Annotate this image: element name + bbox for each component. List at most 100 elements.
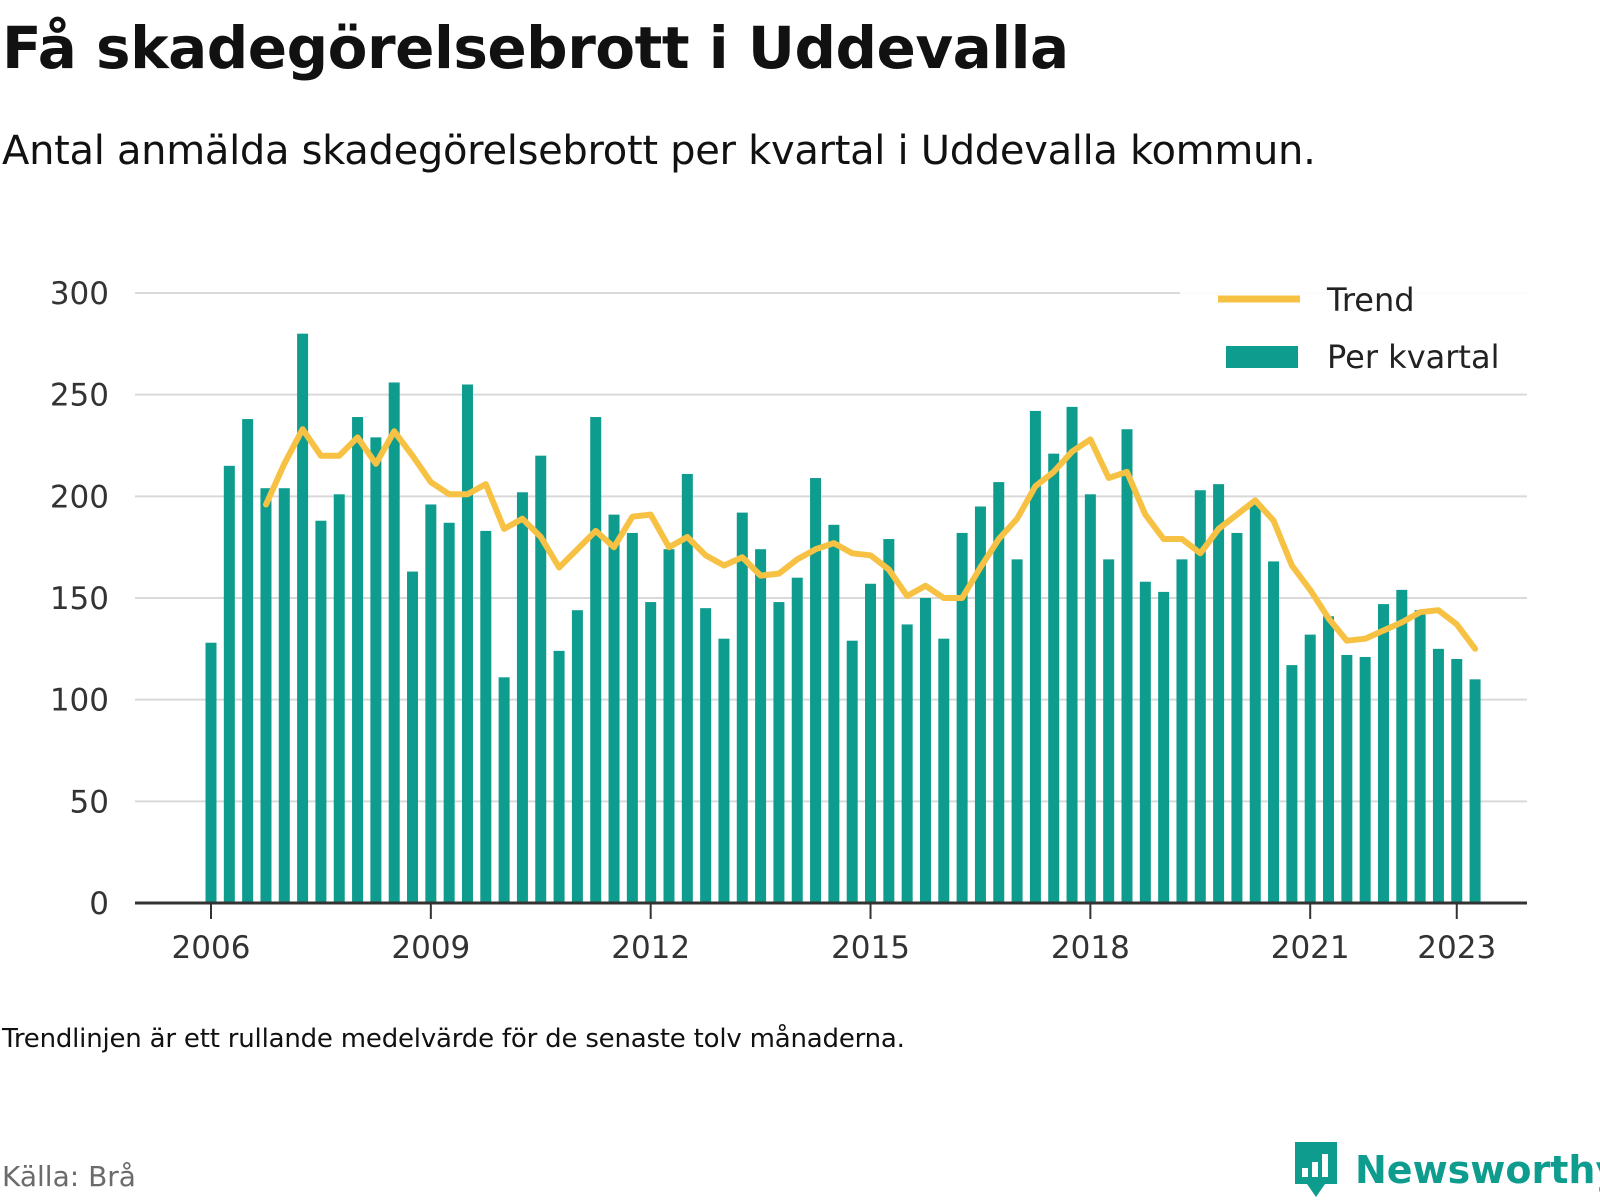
bar — [1121, 429, 1133, 903]
bar — [425, 504, 437, 903]
bar — [315, 520, 327, 903]
legend-bar-label: Per kvartal — [1327, 338, 1499, 376]
bar — [461, 384, 473, 903]
bar — [553, 650, 565, 903]
bar — [1377, 604, 1389, 903]
bar — [700, 608, 712, 903]
x-tick-label: 2015 — [831, 930, 910, 966]
x-tick-label: 2006 — [172, 930, 251, 966]
bar — [846, 640, 858, 903]
bar — [1176, 559, 1188, 903]
bar — [938, 638, 950, 903]
bar — [755, 549, 767, 903]
y-tick-label: 50 — [70, 784, 109, 820]
bar-series — [205, 333, 1481, 904]
bar — [205, 642, 217, 903]
bar — [242, 419, 254, 903]
bar — [645, 602, 657, 903]
bar — [1084, 494, 1096, 903]
bar — [810, 478, 822, 903]
y-tick-label: 300 — [50, 276, 109, 312]
source-note: Källa: Brå — [2, 1160, 136, 1193]
y-tick-label: 200 — [50, 479, 109, 515]
bar — [333, 494, 345, 903]
bar — [1011, 559, 1023, 903]
x-axis-ticks: 2006 2009 2012 2015 2018 2021 2023 — [172, 903, 1496, 966]
chart-subtitle: Antal anmälda skadegörelsebrott per kvar… — [2, 128, 1316, 174]
bar — [571, 610, 583, 903]
bar — [901, 624, 913, 903]
bar — [681, 473, 693, 903]
bar — [370, 437, 382, 903]
bar — [993, 482, 1005, 903]
bar — [407, 571, 419, 903]
x-tick-label: 2012 — [611, 930, 690, 966]
bar — [260, 488, 272, 903]
bar — [663, 549, 675, 903]
bar — [718, 638, 730, 903]
bar — [1451, 659, 1463, 903]
bar — [865, 583, 877, 903]
bar — [297, 333, 309, 904]
bar — [1469, 679, 1481, 903]
brand-logo: Newsworthy — [1291, 1140, 1600, 1200]
bar — [388, 382, 400, 903]
bar — [1194, 490, 1206, 903]
bar — [919, 598, 931, 903]
bar — [1139, 581, 1151, 903]
footnote: Trendlinjen är ett rullande medelvärde f… — [2, 1024, 905, 1054]
bar — [1396, 589, 1408, 903]
legend-background — [1180, 270, 1530, 392]
bar — [1029, 410, 1041, 903]
x-tick-label: 2009 — [391, 930, 470, 966]
bar — [1213, 484, 1225, 903]
chart-title: Få skadegörelsebrott i Uddevalla — [2, 14, 1069, 82]
bar — [498, 677, 510, 903]
bar — [974, 506, 986, 903]
bar — [516, 492, 528, 903]
bar — [828, 524, 840, 903]
bar — [223, 465, 235, 903]
bar — [608, 514, 620, 903]
bar — [1414, 610, 1426, 903]
y-tick-label: 250 — [50, 378, 109, 414]
y-axis-labels: 0 50 100 150 200 250 300 — [50, 276, 109, 922]
bar — [1103, 559, 1115, 903]
bar — [535, 455, 547, 903]
bar — [1432, 648, 1444, 903]
bar — [590, 417, 602, 903]
bar — [883, 539, 895, 903]
legend-trend-label: Trend — [1326, 281, 1415, 319]
bar — [443, 522, 455, 903]
bar — [1231, 532, 1243, 903]
y-tick-label: 100 — [50, 683, 109, 719]
bar — [1286, 665, 1298, 903]
newsworthy-logo-icon — [1295, 1142, 1337, 1197]
bar — [1066, 406, 1078, 903]
bar — [1304, 634, 1316, 903]
bar — [956, 532, 968, 903]
bar — [1268, 561, 1280, 903]
trend-line — [263, 426, 1479, 652]
bar — [626, 532, 638, 903]
bar — [352, 417, 364, 903]
bar — [480, 530, 492, 903]
x-tick-label: 2023 — [1417, 930, 1496, 966]
bar — [1048, 453, 1060, 903]
bar — [1323, 616, 1335, 903]
brand-name: Newsworthy — [1355, 1148, 1600, 1192]
y-tick-label: 0 — [89, 886, 109, 922]
y-tick-label: 150 — [50, 581, 109, 617]
bar — [736, 512, 748, 903]
bar — [791, 577, 803, 903]
bar — [278, 488, 290, 903]
x-tick-label: 2018 — [1051, 930, 1130, 966]
bar — [1158, 591, 1170, 903]
bar — [1249, 504, 1261, 903]
legend: Trend Per kvartal — [1180, 270, 1530, 392]
bar — [1341, 654, 1353, 903]
bar — [773, 602, 785, 903]
bar — [1359, 656, 1371, 903]
x-tick-label: 2021 — [1271, 930, 1350, 966]
